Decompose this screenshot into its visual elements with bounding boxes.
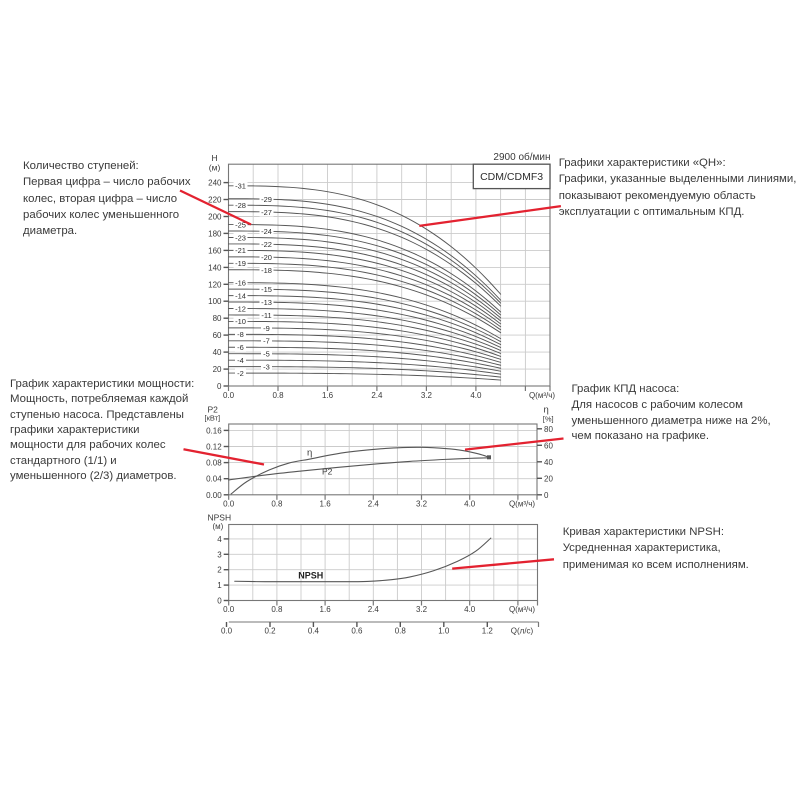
svg-text:4.0: 4.0 <box>470 391 482 400</box>
svg-text:1.6: 1.6 <box>320 605 332 614</box>
svg-text:0.0: 0.0 <box>223 605 235 614</box>
svg-text:4.0: 4.0 <box>464 605 476 614</box>
svg-text:-19: -19 <box>235 259 246 268</box>
svg-text:[кВт]: [кВт] <box>205 413 221 422</box>
svg-text:2.4: 2.4 <box>371 391 383 400</box>
svg-text:-12: -12 <box>235 304 246 313</box>
svg-text:-7: -7 <box>263 337 270 346</box>
svg-text:-31: -31 <box>235 182 246 191</box>
svg-text:Q(л/с): Q(л/с) <box>511 627 534 636</box>
svg-text:0.8: 0.8 <box>272 391 284 400</box>
svg-text:-6: -6 <box>237 343 244 352</box>
svg-text:-25: -25 <box>235 220 246 229</box>
svg-text:0.4: 0.4 <box>308 627 320 636</box>
svg-text:-8: -8 <box>237 330 244 339</box>
svg-text:0.8: 0.8 <box>271 605 283 614</box>
svg-text:0.16: 0.16 <box>206 426 222 435</box>
svg-text:40: 40 <box>213 348 222 357</box>
svg-text:0: 0 <box>217 597 222 606</box>
svg-text:1.0: 1.0 <box>438 627 450 636</box>
svg-text:0.04: 0.04 <box>206 475 222 484</box>
svg-text:η: η <box>544 405 549 416</box>
svg-text:1.6: 1.6 <box>320 499 332 508</box>
svg-text:0.2: 0.2 <box>264 627 276 636</box>
svg-text:(м): (м) <box>209 162 221 172</box>
svg-text:240: 240 <box>208 179 222 188</box>
svg-text:-21: -21 <box>235 246 246 255</box>
svg-text:P2: P2 <box>208 404 219 414</box>
svg-text:4: 4 <box>217 535 222 544</box>
svg-text:2.4: 2.4 <box>368 605 380 614</box>
svg-text:(м): (м) <box>213 522 224 531</box>
svg-text:-18: -18 <box>261 266 272 275</box>
svg-text:CDM/CDMF3: CDM/CDMF3 <box>480 171 543 183</box>
svg-text:-15: -15 <box>261 285 272 294</box>
svg-text:NPSH: NPSH <box>208 513 232 523</box>
svg-text:-13: -13 <box>261 298 272 307</box>
svg-text:-20: -20 <box>261 253 272 262</box>
svg-text:0.0: 0.0 <box>223 499 235 508</box>
svg-text:0.8: 0.8 <box>271 499 283 508</box>
svg-text:0.0: 0.0 <box>221 627 233 636</box>
svg-text:20: 20 <box>213 365 222 374</box>
svg-text:2: 2 <box>217 566 222 575</box>
svg-text:180: 180 <box>208 229 222 238</box>
svg-text:2900 об/мин: 2900 об/мин <box>493 151 550 163</box>
svg-text:40: 40 <box>544 458 553 467</box>
svg-text:-29: -29 <box>261 195 272 204</box>
svg-text:3.2: 3.2 <box>421 391 433 400</box>
svg-text:Q(м³/ч): Q(м³/ч) <box>509 605 535 614</box>
svg-text:0.8: 0.8 <box>395 627 407 636</box>
svg-text:0.0: 0.0 <box>223 391 235 400</box>
svg-text:-23: -23 <box>235 233 246 242</box>
svg-text:-10: -10 <box>235 317 246 326</box>
svg-text:140: 140 <box>208 263 222 272</box>
svg-text:-3: -3 <box>263 363 270 372</box>
svg-text:3.2: 3.2 <box>416 605 428 614</box>
svg-text:100: 100 <box>208 297 222 306</box>
svg-text:η: η <box>307 448 312 459</box>
svg-text:-11: -11 <box>261 311 271 320</box>
svg-text:0.00: 0.00 <box>206 491 222 500</box>
svg-text:1.2: 1.2 <box>482 627 494 636</box>
svg-text:120: 120 <box>208 280 222 289</box>
svg-text:20: 20 <box>544 474 553 483</box>
svg-text:80: 80 <box>213 314 222 323</box>
svg-text:[%]: [%] <box>543 414 554 423</box>
svg-text:0.12: 0.12 <box>206 443 222 452</box>
svg-text:1.6: 1.6 <box>322 391 334 400</box>
svg-text:-16: -16 <box>235 279 246 288</box>
svg-text:-22: -22 <box>261 240 272 249</box>
svg-text:1: 1 <box>217 581 222 590</box>
svg-text:3: 3 <box>217 550 222 559</box>
svg-text:Q(м³/ч): Q(м³/ч) <box>509 499 535 508</box>
svg-text:60: 60 <box>213 331 222 340</box>
svg-text:0.6: 0.6 <box>351 627 363 636</box>
svg-text:0: 0 <box>217 382 222 391</box>
svg-text:2.4: 2.4 <box>368 499 380 508</box>
svg-text:200: 200 <box>208 213 222 222</box>
svg-text:NPSH: NPSH <box>298 570 323 580</box>
svg-text:220: 220 <box>208 196 222 205</box>
svg-text:0: 0 <box>544 491 549 500</box>
svg-text:-27: -27 <box>261 208 272 217</box>
svg-text:0.08: 0.08 <box>206 459 222 468</box>
svg-text:4.0: 4.0 <box>464 499 476 508</box>
svg-text:3.2: 3.2 <box>416 499 428 508</box>
svg-text:-24: -24 <box>261 227 272 236</box>
svg-text:-4: -4 <box>237 356 244 365</box>
svg-text:-9: -9 <box>263 324 270 333</box>
svg-text:Q(м³/ч): Q(м³/ч) <box>529 391 555 400</box>
svg-text:-5: -5 <box>263 350 270 359</box>
svg-text:-14: -14 <box>235 291 246 300</box>
svg-text:-2: -2 <box>237 369 244 378</box>
svg-text:160: 160 <box>208 246 222 255</box>
svg-text:H: H <box>212 153 218 163</box>
svg-text:P2: P2 <box>322 467 333 477</box>
svg-text:80: 80 <box>544 425 553 434</box>
svg-text:60: 60 <box>544 441 553 450</box>
svg-text:-28: -28 <box>235 201 246 210</box>
